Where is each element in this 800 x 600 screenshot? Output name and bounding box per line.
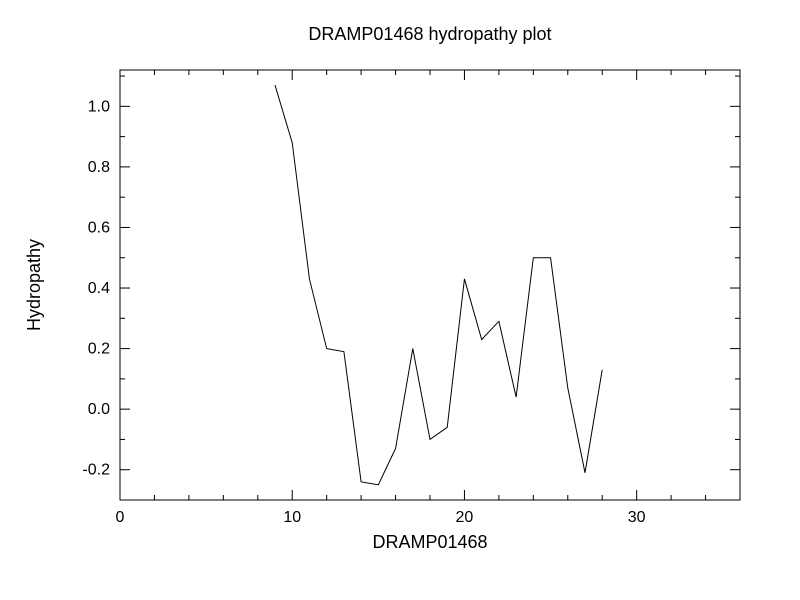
chart-svg: 0 10 20 30 -0.2 0.0 0.2 0.4 0.6 0.8 1.0 DRAMP01468 …: [0, 0, 800, 600]
x-tick-label: 30: [628, 509, 646, 526]
x-tick-label: 10: [283, 509, 301, 526]
x-tick-label: 0: [116, 509, 125, 526]
y-tick-label: 0.6: [88, 219, 110, 236]
chart-title: DRAMP01468 hydropathy plot: [308, 24, 551, 44]
y-tick-label: 1.0: [88, 98, 110, 115]
y-tick-label: 0.2: [88, 341, 110, 358]
y-tick-label: 0.0: [88, 401, 110, 418]
x-axis-label: DRAMP01468: [372, 532, 487, 552]
hydropathy-line: [275, 85, 602, 485]
hydropathy-chart: 0 10 20 30 -0.2 0.0 0.2 0.4 0.6 0.8 1.0 DRAMP01468 …: [0, 0, 800, 600]
y-tick-label: -0.2: [82, 462, 110, 479]
y-axis-label: Hydropathy: [24, 239, 44, 331]
y-tick-label: 0.8: [88, 159, 110, 176]
x-tick-label: 20: [456, 509, 474, 526]
y-tick-label: 0.4: [88, 280, 110, 297]
